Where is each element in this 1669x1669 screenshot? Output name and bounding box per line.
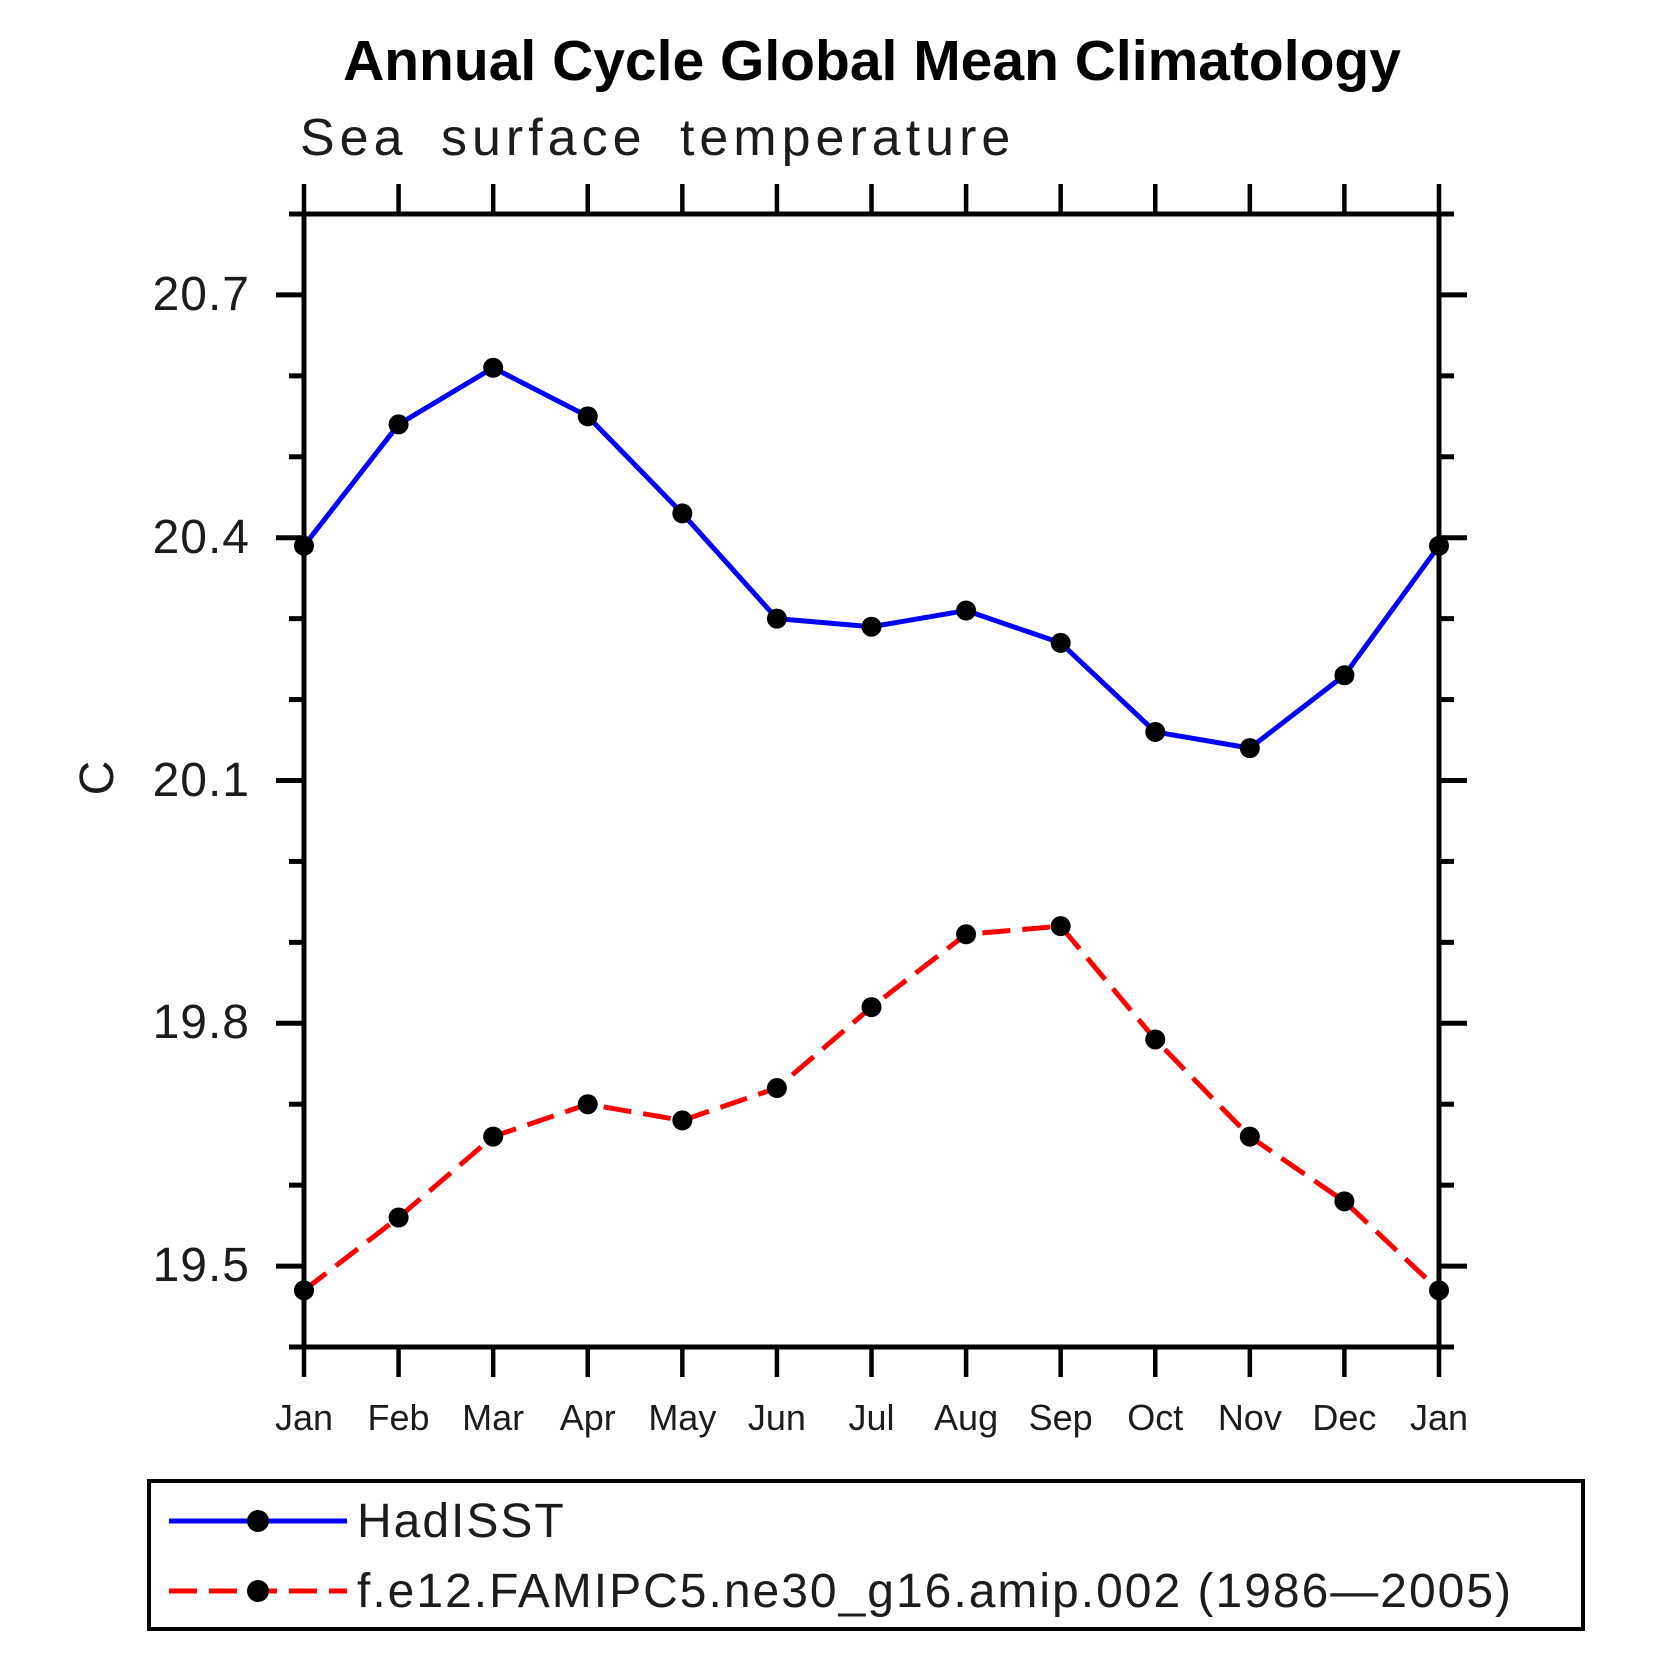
data-point-marker [388, 414, 409, 435]
x-tick-label: Aug [934, 1397, 999, 1438]
x-tick-label: Feb [367, 1397, 430, 1438]
data-point-marker [388, 1207, 409, 1228]
data-point-marker [956, 600, 977, 621]
x-tick-label: Dec [1312, 1397, 1377, 1438]
y-tick-label: 19.8 [152, 996, 250, 1050]
data-point-marker [294, 535, 314, 556]
legend-label: HadISST [357, 1494, 566, 1548]
data-point-marker [1050, 632, 1071, 653]
data-point-marker [1050, 916, 1071, 937]
data-point-marker [861, 997, 882, 1018]
data-point-marker [577, 406, 598, 427]
x-tick-label: Jun [747, 1397, 806, 1438]
y-tick-label: 19.5 [152, 1239, 250, 1293]
x-tick-label: May [648, 1397, 717, 1438]
data-point-marker [672, 503, 693, 524]
legend-label: f.e12.FAMIPC5.ne30_g16.amip.002 (1986—20… [357, 1564, 1514, 1618]
x-tick-label: Jan [274, 1397, 334, 1438]
data-point-marker [672, 1110, 693, 1131]
x-tick-label: Mar [462, 1397, 525, 1438]
series-line-0 [302, 365, 1442, 751]
data-point-marker [483, 357, 504, 378]
x-tick-label: Oct [1127, 1397, 1184, 1438]
data-point-marker [766, 608, 787, 629]
x-tick-label: Sep [1028, 1397, 1093, 1438]
x-tick-label: Nov [1217, 1397, 1282, 1438]
y-tick-label: 20.4 [152, 510, 250, 564]
data-point-marker [1429, 1280, 1449, 1301]
legend: HadISST f.e12.FAMIPC5.ne30_g16.amip.002 … [147, 1479, 1585, 1631]
data-point-marker [1145, 721, 1166, 742]
chart-subtitle: Sea surface temperature [300, 109, 1016, 167]
data-point-marker [766, 1078, 787, 1099]
data-point-marker [483, 1126, 504, 1147]
data-point-marker [956, 924, 977, 945]
data-point-marker [1429, 535, 1449, 556]
series-line-1 [302, 923, 1441, 1293]
y-tick-label: 20.7 [152, 267, 250, 321]
chart-title: Annual Cycle Global Mean Climatology [343, 29, 1401, 93]
plot-frame [301, 211, 1442, 1350]
data-point-marker [577, 1094, 598, 1115]
data-point-marker [1334, 665, 1355, 686]
legend-item-hadisst: HadISST [165, 1493, 566, 1549]
data-point-marker [861, 616, 882, 637]
data-point-marker [1145, 1029, 1166, 1050]
legend-item-model: f.e12.FAMIPC5.ne30_g16.amip.002 (1986—20… [165, 1563, 1513, 1619]
legend-line-sample-dashed [169, 1580, 347, 1602]
x-tick-label: Jan [1409, 1397, 1469, 1438]
data-point-marker [1239, 1126, 1260, 1147]
x-tick-label: Jul [848, 1397, 895, 1438]
data-point-marker [294, 1280, 314, 1301]
data-point-marker [1239, 738, 1260, 759]
y-tick-label: 20.1 [152, 753, 250, 807]
x-tick-label: Apr [559, 1397, 616, 1438]
legend-line-sample-solid [169, 1510, 347, 1532]
data-point-marker [1334, 1191, 1355, 1212]
